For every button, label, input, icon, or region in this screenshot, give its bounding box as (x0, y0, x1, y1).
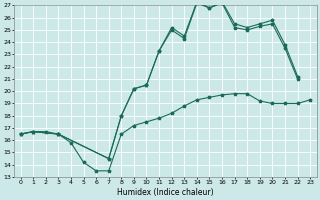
X-axis label: Humidex (Indice chaleur): Humidex (Indice chaleur) (117, 188, 214, 197)
